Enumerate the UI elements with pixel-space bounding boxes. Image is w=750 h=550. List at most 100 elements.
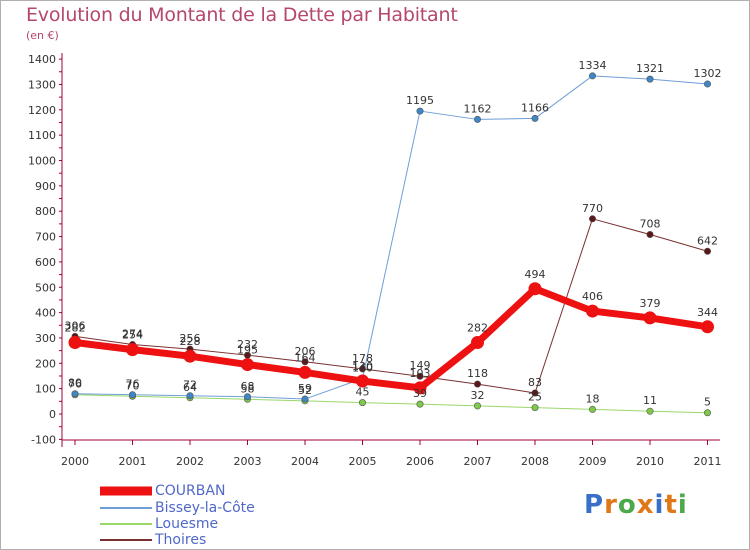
data-point <box>298 365 312 379</box>
data-point <box>586 304 599 318</box>
data-label: 195 <box>237 344 258 357</box>
data-point <box>416 107 424 115</box>
data-point <box>413 381 427 395</box>
data-label: 83 <box>528 376 542 389</box>
data-label: 1162 <box>464 102 492 115</box>
data-label: 130 <box>352 360 373 373</box>
data-point <box>473 402 481 410</box>
data-point <box>183 349 197 363</box>
series-line-courban <box>71 285 711 392</box>
data-label: 25 <box>528 391 542 404</box>
y-tick-label: 1000 <box>28 155 56 168</box>
data-label: 379 <box>640 297 661 310</box>
x-tick-label: 2010 <box>636 455 664 468</box>
data-label: 1302 <box>694 67 722 80</box>
data-label: 274 <box>122 328 143 341</box>
y-tick-label: 100 <box>35 383 56 396</box>
x-tick-label: 2009 <box>579 455 607 468</box>
data-label: 32 <box>471 389 485 402</box>
data-point <box>528 282 542 296</box>
data-label: 344 <box>697 306 718 319</box>
chart-subtitle: (en €) <box>26 29 59 42</box>
data-label: 254 <box>122 329 143 342</box>
data-point <box>126 343 139 357</box>
y-tick-label: 1300 <box>28 78 56 91</box>
data-label: 59 <box>298 382 312 395</box>
x-tick-label: 2003 <box>234 455 262 468</box>
data-label: 282 <box>467 322 488 335</box>
data-label: 18 <box>586 392 600 405</box>
data-label: 45 <box>356 386 370 399</box>
y-tick-label: 0 <box>49 408 56 421</box>
data-point <box>646 407 654 415</box>
legend-label-courban: COURBAN <box>155 483 226 499</box>
data-point <box>646 231 654 239</box>
data-label: 70 <box>126 379 140 392</box>
data-label: 52 <box>298 384 312 397</box>
data-label: 642 <box>697 234 718 247</box>
logo-letter: t <box>664 490 678 520</box>
data-point <box>416 372 424 380</box>
data-label: 103 <box>410 367 431 380</box>
data-point <box>588 72 596 80</box>
data-label: 708 <box>640 218 661 231</box>
data-label: 58 <box>241 382 255 395</box>
y-tick-label: -100 <box>31 433 56 446</box>
data-point <box>531 389 539 397</box>
y-tick-label: 500 <box>35 281 56 294</box>
data-label: 164 <box>295 351 316 364</box>
y-tick-label: 700 <box>35 231 56 244</box>
x-tick-label: 2006 <box>406 455 434 468</box>
x-tick-label: 2005 <box>349 455 377 468</box>
data-label: 76 <box>68 378 82 391</box>
data-label: 206 <box>295 345 316 358</box>
data-label: 80 <box>68 377 82 390</box>
data-point <box>643 311 657 325</box>
data-point <box>701 320 714 334</box>
legend-label-thoires: Thoires <box>155 532 207 548</box>
data-label: 306 <box>65 319 86 332</box>
data-point <box>588 215 596 223</box>
data-label: 76 <box>126 378 140 391</box>
proxiti-logo: Proxiti <box>584 490 688 520</box>
series-line-thoires <box>74 218 708 394</box>
data-point <box>186 392 194 400</box>
data-label: 494 <box>525 268 546 281</box>
x-tick-label: 2001 <box>119 455 147 468</box>
data-label: 228 <box>180 335 201 348</box>
legend-label-louesme: Louesme <box>155 516 219 532</box>
data-point <box>703 409 711 417</box>
x-tick-label: 2002 <box>176 455 204 468</box>
data-label: 178 <box>352 352 373 365</box>
data-point <box>244 393 252 401</box>
data-label: 72 <box>183 379 197 392</box>
data-point <box>301 358 309 366</box>
y-tick-label: 900 <box>35 180 56 193</box>
x-tick-label: 2000 <box>61 455 89 468</box>
data-label: 282 <box>65 322 86 335</box>
data-point <box>531 114 539 122</box>
data-point <box>646 75 654 83</box>
data-label: 1334 <box>579 59 607 72</box>
data-label: 232 <box>237 338 258 351</box>
data-point <box>703 80 711 88</box>
data-label: 11 <box>643 394 657 407</box>
data-point <box>358 399 366 407</box>
data-point <box>473 380 481 388</box>
x-tick-label: 2004 <box>291 455 319 468</box>
logo-letter: x <box>636 490 655 520</box>
logo-letter: i <box>677 490 688 520</box>
y-tick-label: 400 <box>35 307 56 320</box>
y-tick-label: 600 <box>35 256 56 269</box>
data-label: 256 <box>180 332 201 345</box>
data-point <box>301 395 309 403</box>
data-point <box>471 336 484 350</box>
logo-letter: o <box>617 490 637 520</box>
series-line-bissey-la-c-te <box>74 75 708 400</box>
data-point <box>241 358 254 372</box>
data-label: 406 <box>582 290 603 303</box>
legend-label-bissey: Bissey-la-Côte <box>155 500 255 516</box>
data-label: 39 <box>413 387 427 400</box>
